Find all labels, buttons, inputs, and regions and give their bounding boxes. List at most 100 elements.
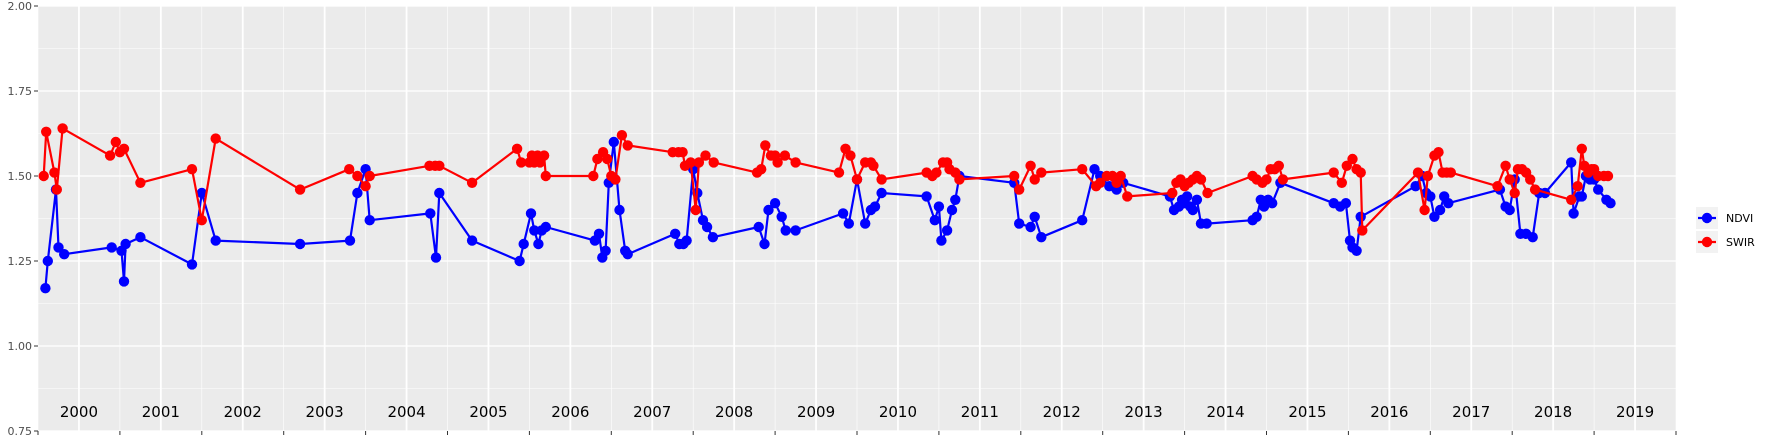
- data-point-swir: [57, 123, 68, 134]
- data-point-ndvi: [525, 208, 537, 219]
- data-point-ndvi: [40, 283, 51, 294]
- data-point-swir: [790, 157, 801, 168]
- data-point-ndvi: [42, 255, 53, 267]
- data-point-ndvi: [540, 221, 551, 233]
- data-point-swir: [1277, 174, 1289, 185]
- y-tick-label: 1.50: [8, 170, 33, 183]
- data-point-swir: [833, 167, 845, 178]
- data-point-swir: [592, 153, 603, 165]
- data-point-ndvi: [701, 221, 713, 233]
- data-point-ndvi: [352, 187, 363, 199]
- data-point-ndvi: [294, 238, 306, 250]
- data-point-swir: [1509, 187, 1520, 199]
- data-point-swir: [360, 181, 371, 192]
- data-point-swir: [677, 147, 688, 158]
- data-point-swir: [1355, 167, 1366, 178]
- data-point-swir: [466, 177, 478, 188]
- year-label-2013: 2013: [1125, 403, 1163, 421]
- data-point-ndvi: [837, 208, 849, 219]
- data-point-ndvi: [769, 198, 781, 209]
- data-point-ndvi: [1410, 181, 1421, 192]
- year-label-2015: 2015: [1288, 403, 1326, 421]
- data-point-swir: [931, 167, 942, 178]
- data-point-ndvi: [53, 242, 64, 253]
- legend-label-swir: SWIR: [1726, 236, 1755, 249]
- data-point-swir: [610, 174, 621, 185]
- data-point-swir: [1202, 187, 1213, 199]
- data-point-ndvi: [1340, 198, 1352, 209]
- data-point-ndvi: [1191, 194, 1203, 205]
- data-point-swir: [868, 160, 879, 171]
- data-point-swir: [1357, 225, 1368, 236]
- data-point-swir: [1433, 147, 1444, 158]
- data-point-ndvi: [950, 194, 961, 205]
- year-labels: 2000 2001 2002 2003 2004 2005 2006 2007 2008 2009…: [60, 403, 1654, 421]
- data-point-swir: [700, 150, 711, 161]
- data-point-swir: [540, 170, 551, 182]
- data-point-ndvi: [600, 245, 611, 256]
- year-label-2008: 2008: [715, 403, 753, 421]
- data-point-swir: [41, 126, 52, 137]
- data-point-swir: [622, 140, 633, 151]
- data-series: [38, 123, 1616, 294]
- data-point-ndvi: [1187, 204, 1199, 216]
- data-point-swir: [693, 157, 705, 168]
- y-tick-label: 0.75: [8, 425, 33, 438]
- data-point-swir: [602, 153, 613, 165]
- data-point-ndvi: [529, 225, 540, 236]
- data-point-swir: [1077, 164, 1088, 175]
- data-point-swir: [756, 164, 767, 175]
- data-point-ndvi: [1077, 215, 1088, 226]
- data-point-ndvi: [1181, 191, 1193, 202]
- legend-marker-ndvi: [1701, 212, 1713, 224]
- data-point-swir: [1167, 187, 1178, 199]
- data-point-ndvi: [1443, 198, 1454, 209]
- year-label-2004: 2004: [387, 403, 425, 421]
- data-point-ndvi: [1036, 232, 1047, 243]
- data-point-ndvi: [1089, 164, 1100, 175]
- data-point-ndvi: [1251, 211, 1262, 222]
- year-label-2011: 2011: [961, 403, 999, 421]
- data-point-swir: [1504, 174, 1515, 185]
- year-label-2012: 2012: [1043, 403, 1081, 421]
- data-point-swir: [434, 160, 445, 171]
- data-point-swir: [352, 170, 363, 182]
- data-point-swir: [1419, 204, 1430, 216]
- data-point-swir: [1025, 160, 1036, 171]
- data-point-swir: [196, 215, 207, 226]
- data-point-ndvi: [753, 221, 764, 233]
- data-point-ndvi: [707, 232, 719, 243]
- data-point-ndvi: [608, 136, 619, 148]
- data-point-ndvi: [1351, 245, 1362, 256]
- data-point-swir: [690, 204, 701, 216]
- data-point-swir: [1412, 167, 1424, 178]
- data-point-ndvi: [876, 187, 887, 199]
- data-point-ndvi: [780, 225, 791, 236]
- data-point-ndvi: [1355, 211, 1366, 222]
- data-point-swir: [1336, 177, 1348, 188]
- data-point-swir: [616, 130, 628, 141]
- data-point-swir: [1525, 174, 1536, 185]
- data-point-swir: [51, 184, 62, 195]
- data-point-ndvi: [843, 218, 854, 229]
- data-point-ndvi: [430, 252, 442, 263]
- data-point-ndvi: [364, 215, 375, 226]
- data-point-swir: [772, 157, 783, 168]
- year-label-2000: 2000: [60, 403, 98, 421]
- data-point-swir: [1572, 181, 1583, 192]
- year-label-2002: 2002: [224, 403, 262, 421]
- data-point-swir: [1029, 174, 1040, 185]
- data-point-ndvi: [933, 201, 945, 212]
- year-label-2003: 2003: [306, 403, 344, 421]
- data-point-ndvi: [1576, 191, 1588, 202]
- data-point-ndvi: [514, 255, 525, 267]
- data-point-swir: [1445, 167, 1457, 178]
- data-point-swir: [851, 174, 863, 185]
- year-label-2009: 2009: [797, 403, 835, 421]
- data-point-ndvi: [434, 187, 445, 199]
- data-point-swir: [110, 136, 122, 148]
- legend-label-ndvi: NDVI: [1726, 212, 1753, 225]
- data-point-ndvi: [344, 235, 356, 246]
- year-label-2018: 2018: [1534, 403, 1572, 421]
